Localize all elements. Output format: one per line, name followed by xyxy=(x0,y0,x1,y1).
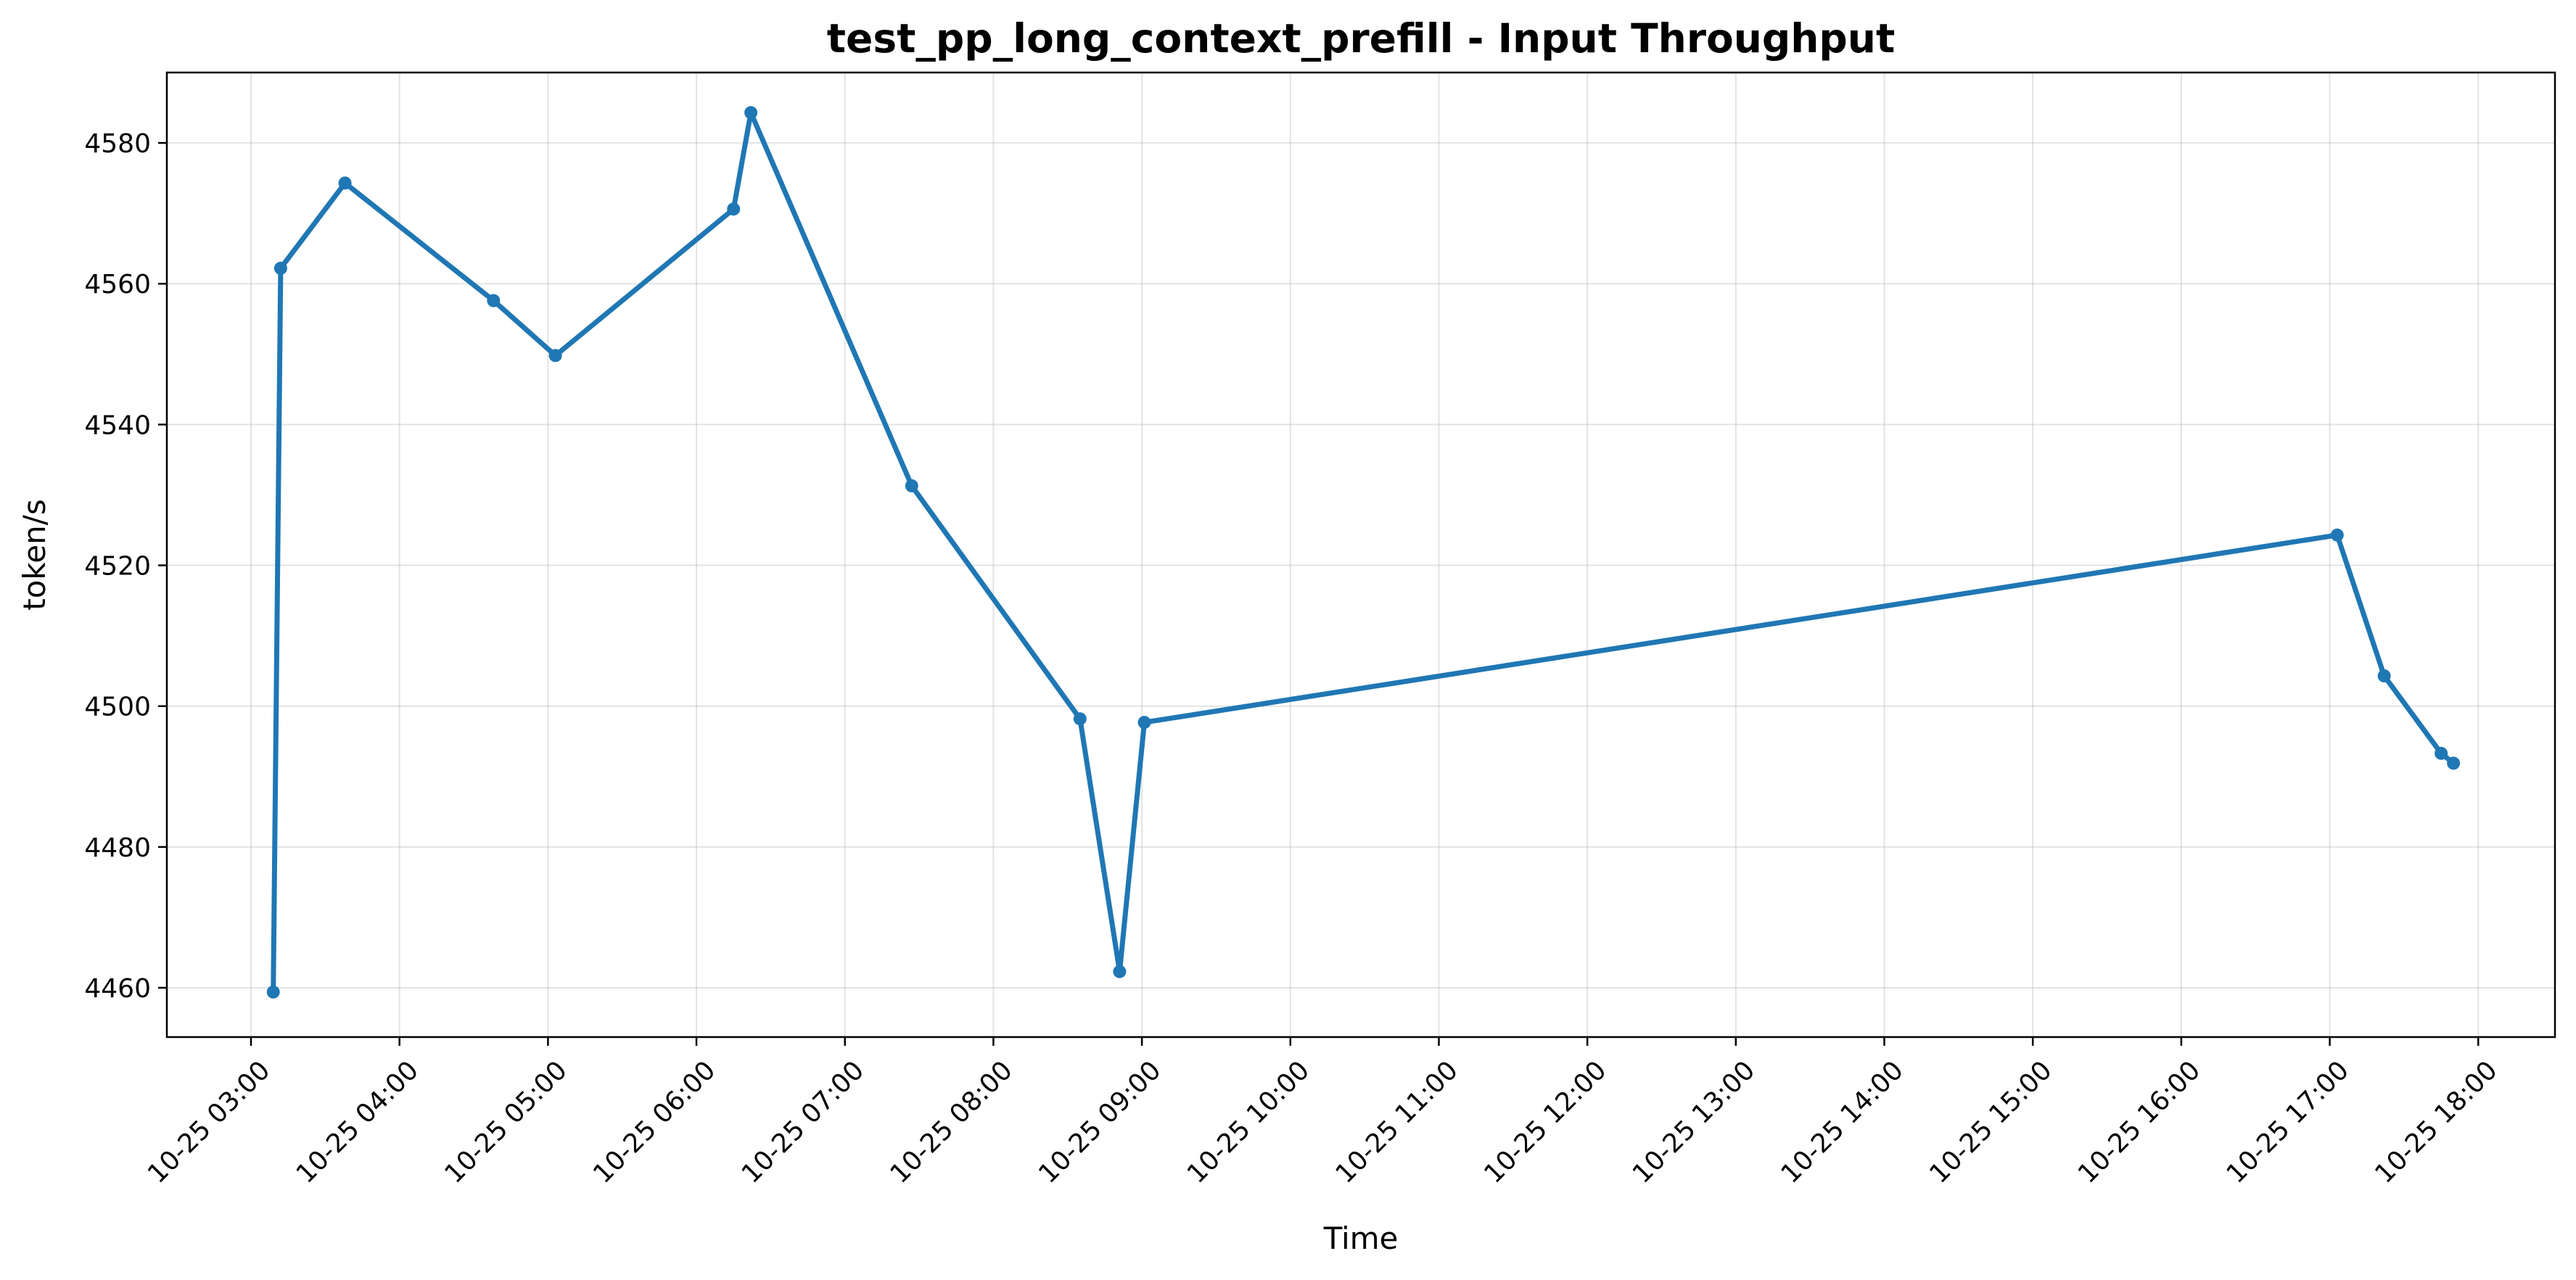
y-tick-label: 4480 xyxy=(84,833,151,863)
series-layer xyxy=(266,106,2461,999)
data-point xyxy=(487,294,501,307)
x-tick-label: 10-25 11:00 xyxy=(1330,1055,1464,1189)
x-tick-label: 10-25 04:00 xyxy=(291,1055,424,1189)
data-point xyxy=(2447,756,2461,770)
data-point xyxy=(905,479,918,492)
x-tick-label: 10-25 06:00 xyxy=(588,1055,721,1189)
y-tick-label: 4560 xyxy=(84,270,151,300)
x-tick-label: 10-25 15:00 xyxy=(1924,1055,2057,1189)
x-tick-label: 10-25 07:00 xyxy=(736,1055,870,1189)
data-point xyxy=(1113,965,1127,978)
chart-title: test_pp_long_context_prefill - Input Thr… xyxy=(827,15,1896,62)
data-point xyxy=(1137,716,1151,730)
series-line xyxy=(271,110,2456,995)
x-tick-label: 10-25 16:00 xyxy=(2073,1055,2206,1189)
x-tick-label: 10-25 17:00 xyxy=(2221,1055,2355,1189)
x-tick-label: 10-25 18:00 xyxy=(2369,1055,2503,1189)
data-point xyxy=(2330,528,2344,542)
data-point xyxy=(273,261,287,275)
grid-lines xyxy=(167,73,2555,1037)
y-tick-label: 4520 xyxy=(84,552,151,582)
x-tick-label: 10-25 12:00 xyxy=(1478,1055,1612,1189)
y-tick-label: 4500 xyxy=(84,693,151,722)
data-point xyxy=(744,106,758,120)
y-tick-label: 4540 xyxy=(84,410,151,440)
x-tick-label: 10-25 05:00 xyxy=(439,1055,572,1189)
axis-ticks: 10-25 03:00 10-25 04:00 10-25 05:00 10-25 0… xyxy=(84,129,2503,1189)
x-tick-label: 10-25 03:00 xyxy=(142,1055,276,1189)
x-tick-label: 10-25 09:00 xyxy=(1033,1055,1166,1189)
x-tick-label: 10-25 08:00 xyxy=(884,1055,1018,1189)
x-tick-label: 10-25 10:00 xyxy=(1182,1055,1315,1189)
data-point xyxy=(548,349,562,363)
x-tick-label: 10-25 13:00 xyxy=(1627,1055,1761,1189)
y-axis-label: token/s xyxy=(17,499,52,610)
data-point xyxy=(727,202,741,216)
data-point xyxy=(266,985,280,999)
y-tick-label: 4460 xyxy=(84,974,151,1004)
data-point xyxy=(2435,746,2448,760)
x-tick-label: 10-25 14:00 xyxy=(1776,1055,1909,1189)
plot-area-frame xyxy=(165,71,2556,1039)
y-tick-label: 4580 xyxy=(84,129,151,159)
x-axis-label: Time xyxy=(1323,1221,1399,1256)
data-point xyxy=(2377,669,2391,682)
data-point xyxy=(1073,712,1087,726)
data-point xyxy=(338,176,352,190)
